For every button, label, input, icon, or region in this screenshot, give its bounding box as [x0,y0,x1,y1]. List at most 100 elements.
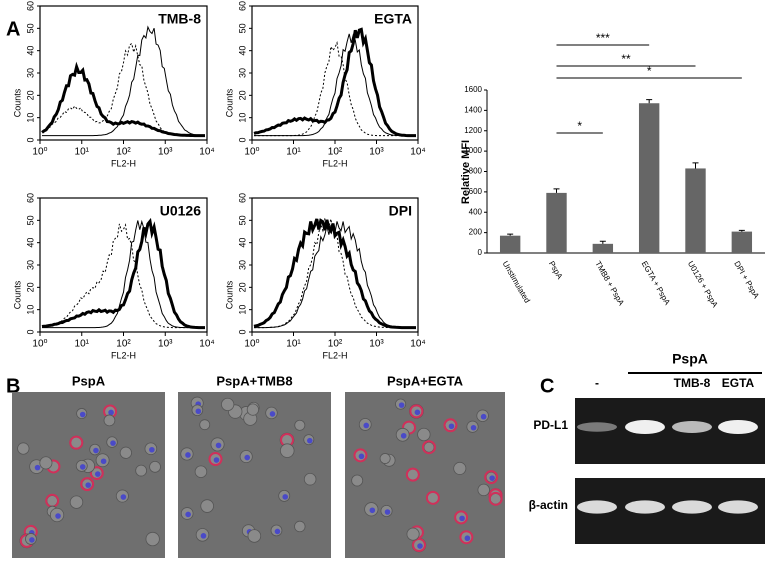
cell [477,483,490,497]
nucleus [79,411,86,418]
x-axis-label: FL2-H [111,350,136,360]
nucleus [79,464,86,470]
y-tick-label: 0 [25,329,35,334]
nucleus [398,402,405,408]
error-bar [553,188,560,193]
bar [592,243,614,253]
x-axis-label: FL2-H [111,158,136,168]
cell-stain [443,418,458,433]
histogram-curve [254,41,416,137]
error-bar [738,229,745,232]
nucleus [94,471,101,477]
row-label: PD-L1 [533,418,568,432]
cell [246,403,260,416]
y-tick-label: 0 [237,137,247,142]
histogram-label: U0126 [160,203,201,219]
cell [247,529,262,543]
cell-stain [208,452,223,467]
nucleus [120,494,127,500]
panel-label: C [540,375,554,397]
histogram-curve [254,221,416,329]
y-axis-label: Relative MFI [460,140,472,204]
nucleus [34,464,41,471]
y-tick-label: 1000 [464,146,482,155]
cell [149,460,161,473]
x-tick-label: 10² [116,147,131,158]
cell-stain [89,466,104,481]
x-tick-label: Unstimulated [501,260,532,305]
gel-band [625,500,665,514]
y-tick-label: 600 [469,187,483,196]
histogram-label: DPI [389,203,412,219]
nucleus [55,513,61,519]
y-tick-label: 0 [237,329,247,334]
cell [379,453,391,464]
nucleus [480,413,487,420]
cell [303,472,317,486]
y-tick-label: 20 [25,282,35,292]
cell-stain [405,467,420,482]
significance-label: * [577,119,582,133]
cell-stain [459,530,474,545]
cell-stain [425,490,440,505]
y-tick-label: 10 [237,113,247,123]
histogram-curve [254,33,416,137]
cell [294,419,306,431]
y-tick-label: 10 [237,305,247,315]
y-tick-label: 800 [469,167,483,176]
y-tick-label: 30 [237,68,247,78]
cell [199,419,211,431]
histogram-curve [41,42,205,137]
significance-label: * [647,64,652,78]
histogram-curve [41,61,205,138]
gel-band [672,421,712,433]
nucleus [213,457,220,463]
cell [417,427,431,442]
histogram-curve [42,219,205,329]
cell-stain [69,435,84,450]
cell [423,441,435,453]
nucleus [29,537,35,543]
cell [135,464,147,477]
y-tick-label: 20 [237,282,247,292]
x-tick-label: TMB8 + PspA [593,260,626,308]
x-tick-label: 10⁰ [244,339,259,350]
y-tick-label: 60 [237,1,247,11]
panel-label: A [6,18,20,40]
x-tick-label: 10¹ [286,147,301,158]
y-tick-label: 20 [237,90,247,100]
x-tick-label: 10⁴ [410,339,425,350]
cell [279,443,295,458]
x-tick-label: 10¹ [75,339,90,350]
bar [685,168,706,253]
x-tick-label: 10⁰ [32,147,47,158]
nucleus [149,446,155,453]
x-tick-label: EGTA + PspA [640,260,673,307]
error-bar [599,240,606,244]
nucleus [215,442,222,449]
histogram-label: TMB-8 [158,11,201,27]
y-tick-label: 50 [237,215,247,225]
y-tick-label: 1200 [464,126,482,135]
y-tick-label: 60 [25,193,35,203]
histogram-curve [42,25,206,137]
y-tick-label: 10 [25,305,35,315]
gel-band [577,500,617,514]
nucleus [400,432,407,439]
y-tick-label: 40 [237,46,247,56]
cell-stain [412,538,427,553]
bar [638,103,660,254]
nucleus [274,528,281,535]
y-tick-label: 60 [25,1,35,11]
y-tick-label: 200 [469,228,483,237]
y-tick-label: 400 [469,207,483,216]
nucleus [200,533,207,539]
cell-stain [353,448,368,463]
cell [200,499,214,513]
histogram-label: EGTA [374,11,412,27]
y-tick-label: 10 [25,113,35,123]
micrograph-title: PspA+EGTA [387,373,464,388]
cell-stain [80,477,95,492]
nucleus [470,424,477,431]
